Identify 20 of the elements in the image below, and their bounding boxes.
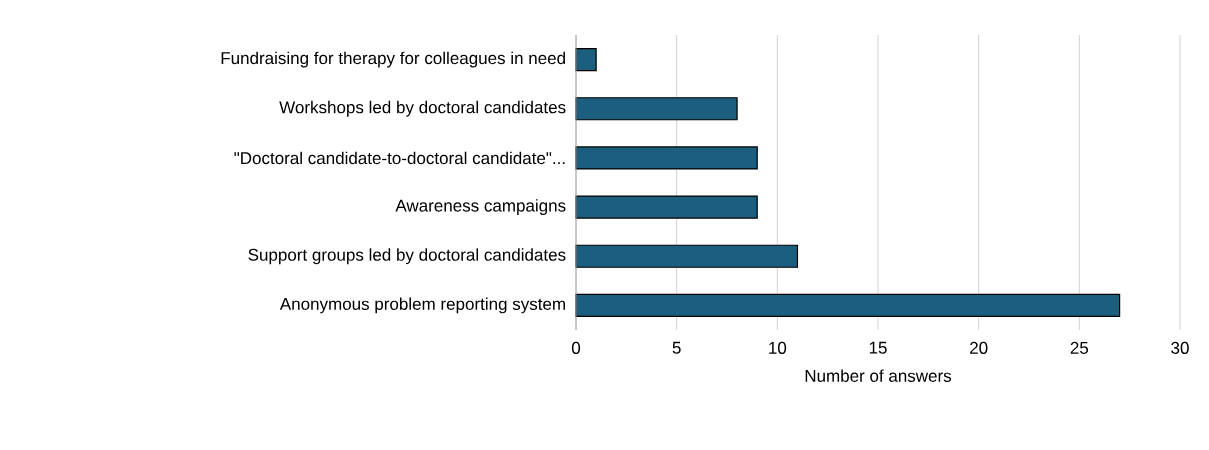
- y-tick-label: Awareness campaigns: [395, 199, 566, 216]
- x-tick-label: 15: [869, 341, 887, 354]
- bar: [575, 146, 758, 170]
- y-tick-label: "Doctoral candidate-to-doctoral candidate"...: [234, 151, 565, 165]
- y-tick-label: Workshops led by doctoral candidates: [279, 100, 566, 117]
- x-tick-label: 10: [769, 341, 787, 354]
- x-axis-title: Number of answers: [805, 369, 952, 382]
- x-tick-label: 20: [970, 341, 988, 354]
- y-tick-label: Support groups led by doctoral candidates: [248, 248, 566, 265]
- x-tick-label: 25: [1070, 341, 1089, 354]
- x-tick-label: 30: [1171, 341, 1189, 354]
- bar: [575, 195, 758, 219]
- bar: [575, 244, 799, 268]
- y-tick-label: Anonymous problem reporting system: [279, 297, 565, 314]
- bar: [575, 47, 597, 72]
- bar: [575, 97, 738, 121]
- bar: [575, 293, 1121, 318]
- y-tick-label: Fundraising for therapy for colleagues in need: [221, 51, 565, 68]
- x-tick-label: 0: [571, 341, 581, 354]
- x-tick-label: 5: [672, 341, 681, 354]
